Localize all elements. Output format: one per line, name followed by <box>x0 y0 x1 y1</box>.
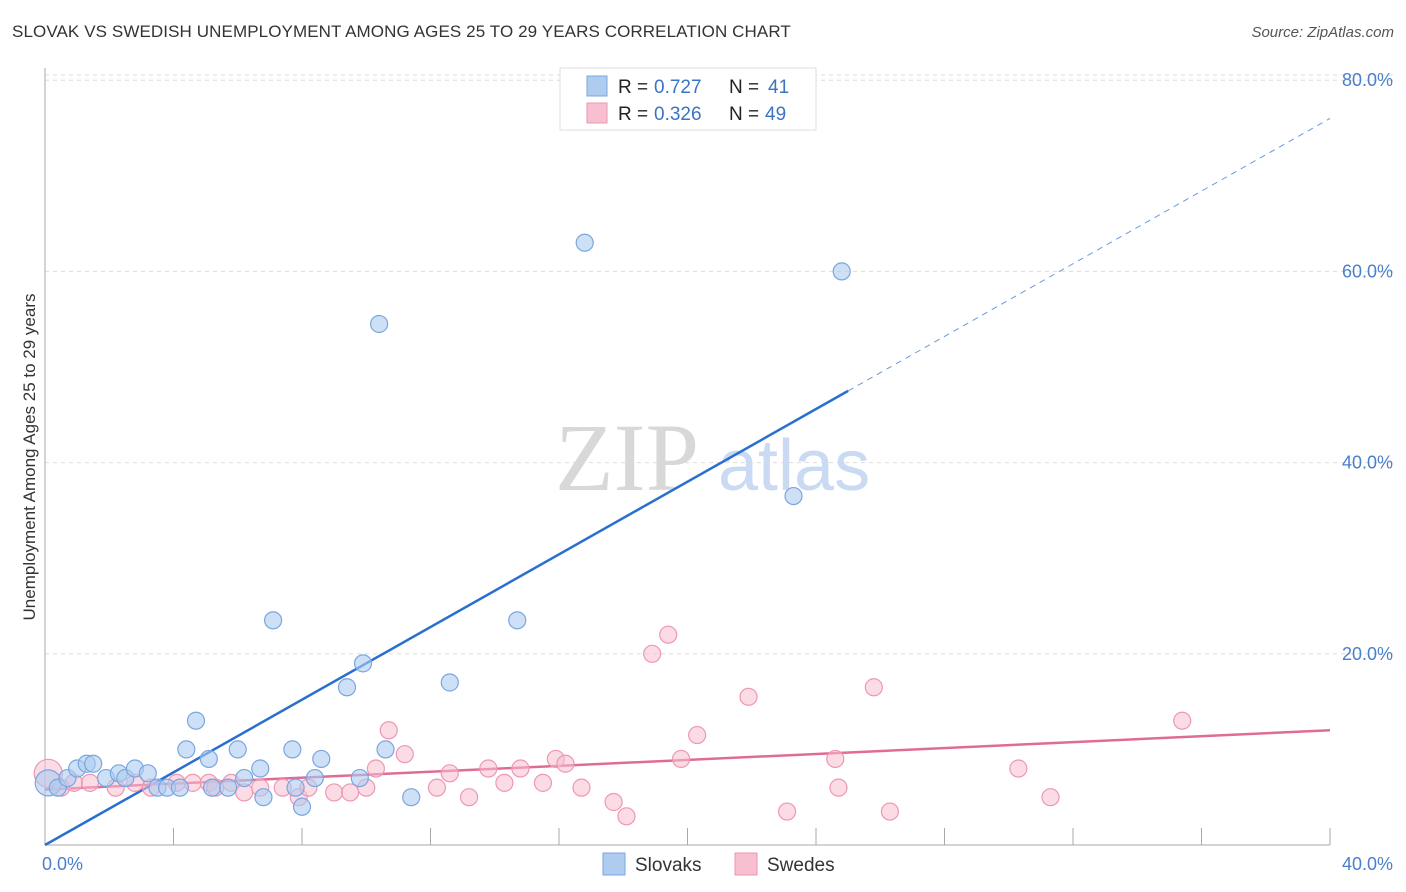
tick-labels: 20.0% 40.0% 60.0% 80.0% 0.0% 40.0% <box>42 70 1393 874</box>
swedes-point <box>604 792 623 812</box>
slovaks-trend-line <box>44 389 849 847</box>
swedes-point <box>379 721 398 740</box>
slovaks-point <box>263 611 283 630</box>
slovaks-point <box>337 678 357 697</box>
slovaks-point <box>832 262 851 281</box>
swedes-point <box>479 759 498 778</box>
swedes-point <box>777 802 797 821</box>
slovaks-point <box>235 768 254 788</box>
x-tick-label: 40.0% <box>1342 854 1393 874</box>
slovaks-point <box>350 768 369 788</box>
bottom-legend: Slovaks Swedes <box>602 852 835 876</box>
bottom-legend-swedes-label: Swedes <box>767 855 835 876</box>
swedes-point <box>533 773 553 792</box>
swedes-point <box>325 783 344 802</box>
legend-swedes-n-label: N = <box>729 104 759 125</box>
slovaks-point <box>370 314 389 334</box>
slovaks-point <box>186 711 206 730</box>
slovaks-point <box>305 768 324 788</box>
slovaks-point <box>376 740 395 759</box>
slovaks-point <box>84 754 103 773</box>
slovaks-point <box>292 797 312 816</box>
source-credit: Source: ZipAtlas.com <box>1251 24 1394 41</box>
swedes-point <box>688 725 707 745</box>
legend-box: R = 0.727 N = 41 R = 0.326 N = 49 <box>559 67 817 131</box>
swedes-point <box>495 773 514 792</box>
chart-title: SLOVAK VS SWEDISH UNEMPLOYMENT AMONG AGE… <box>12 22 791 41</box>
grid-lines <box>45 74 1395 655</box>
slovaks-point <box>138 764 157 783</box>
bottom-legend-swedes-swatch <box>734 852 758 876</box>
legend-slovaks-n-label: N = <box>729 77 759 98</box>
slovaks-point <box>286 778 305 797</box>
swedes-point <box>1009 759 1028 778</box>
swedes-point <box>829 778 848 797</box>
slovaks-point <box>312 749 331 769</box>
swedes-point <box>341 783 360 802</box>
swedes-point <box>826 749 845 769</box>
slovaks-point <box>575 233 594 252</box>
legend-slovaks-swatch <box>586 75 608 97</box>
swedes-point <box>659 625 678 644</box>
legend-swedes-r-label: R = <box>618 104 648 125</box>
slovaks-trend-extension <box>847 118 1331 392</box>
slovaks-point <box>177 740 196 759</box>
swedes-point <box>80 773 100 792</box>
swedes-point <box>617 807 636 826</box>
swedes-point <box>440 764 459 783</box>
legend-swedes-r-value: 0.326 <box>654 104 702 125</box>
y-tick-label: 40.0% <box>1342 453 1393 473</box>
y-tick-label: 60.0% <box>1342 261 1393 281</box>
y-axis-label: Unemployment Among Ages 25 to 29 years <box>20 294 39 621</box>
legend-swedes-n-value: 49 <box>765 104 786 125</box>
data-points <box>33 233 1192 826</box>
swedes-point <box>739 687 758 706</box>
swedes-point <box>880 802 899 821</box>
swedes-point <box>572 778 591 797</box>
slovaks-point <box>784 486 803 506</box>
trend-lines <box>44 118 1331 847</box>
swedes-point <box>427 778 447 797</box>
swedes-point <box>459 788 479 807</box>
slovaks-point <box>199 749 218 769</box>
watermark-zip: ZIP <box>555 404 699 511</box>
slovaks-point <box>254 788 273 807</box>
x-tick-label: 0.0% <box>42 854 83 874</box>
slovaks-point <box>228 740 247 759</box>
slovaks-point <box>202 778 222 797</box>
swedes-point <box>395 745 414 764</box>
legend-slovaks-r-value: 0.727 <box>654 77 702 98</box>
axes <box>44 68 1331 846</box>
swedes-point <box>511 759 530 778</box>
y-tick-label: 80.0% <box>1342 70 1393 90</box>
swedes-point <box>671 749 691 769</box>
slovaks-point <box>219 778 238 797</box>
slovaks-point <box>402 788 421 807</box>
slovaks-point <box>283 740 302 759</box>
legend-slovaks-n-value: 41 <box>768 77 789 98</box>
swedes-point <box>643 644 662 663</box>
swedes-point <box>1173 711 1192 730</box>
watermark: ZIP atlas <box>555 404 870 511</box>
legend-swedes-swatch <box>586 102 608 124</box>
swedes-point <box>366 759 385 778</box>
bottom-legend-slovaks-label: Slovaks <box>635 855 702 876</box>
swedes-point <box>864 678 883 697</box>
legend-slovaks-r-label: R = <box>618 77 648 98</box>
swedes-point <box>1041 788 1060 807</box>
slovaks-point <box>251 759 270 778</box>
swedes-point <box>556 754 575 773</box>
bottom-legend-slovaks-swatch <box>602 852 626 876</box>
y-tick-label: 20.0% <box>1342 644 1393 664</box>
slovaks-point <box>170 778 190 797</box>
slovaks-point <box>508 611 527 630</box>
slovaks-point <box>440 673 459 692</box>
slovaks-point <box>353 654 373 673</box>
